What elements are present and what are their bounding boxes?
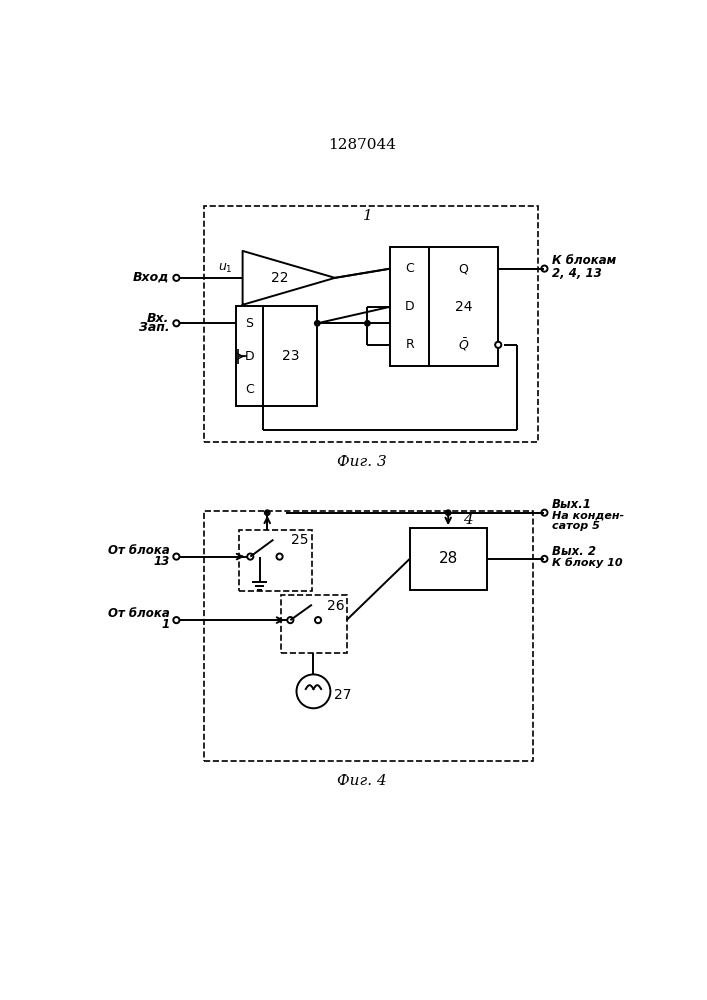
- Text: 25: 25: [291, 533, 308, 547]
- Circle shape: [287, 617, 293, 623]
- Text: 26: 26: [327, 599, 344, 613]
- Text: Вх.: Вх.: [147, 312, 170, 325]
- Text: 23: 23: [281, 349, 299, 363]
- Circle shape: [296, 674, 330, 708]
- Text: C: C: [405, 262, 414, 275]
- Text: 24: 24: [455, 300, 472, 314]
- Circle shape: [276, 554, 283, 560]
- Circle shape: [247, 554, 253, 560]
- Text: На конден-: На конден-: [552, 511, 624, 521]
- Text: $\bar{Q}$: $\bar{Q}$: [458, 337, 469, 353]
- Circle shape: [542, 266, 547, 272]
- Text: S: S: [245, 317, 254, 330]
- Circle shape: [315, 617, 321, 623]
- Text: R: R: [405, 338, 414, 351]
- Text: C: C: [245, 383, 254, 396]
- Text: 2, 4, 13: 2, 4, 13: [552, 267, 602, 280]
- Circle shape: [495, 342, 501, 348]
- Text: Вых. 2: Вых. 2: [552, 545, 596, 558]
- Bar: [390, 247, 498, 366]
- Text: Q: Q: [459, 262, 469, 275]
- Text: От блока: От блока: [107, 544, 170, 557]
- Circle shape: [173, 554, 180, 560]
- Text: Вход: Вход: [133, 271, 170, 284]
- Text: 1287044: 1287044: [328, 138, 396, 152]
- Circle shape: [173, 320, 180, 326]
- Circle shape: [365, 321, 370, 326]
- Circle shape: [445, 510, 451, 515]
- Bar: [281, 595, 346, 653]
- Circle shape: [264, 510, 270, 515]
- Text: Фиг. 3: Фиг. 3: [337, 455, 387, 469]
- Bar: [236, 306, 317, 406]
- Text: D: D: [245, 350, 255, 363]
- Circle shape: [542, 556, 547, 562]
- Text: 28: 28: [438, 551, 458, 566]
- Text: сатор 5: сатор 5: [552, 521, 600, 531]
- Bar: [409, 528, 486, 590]
- Text: Фиг. 4: Фиг. 4: [337, 774, 387, 788]
- Text: От блока: От блока: [107, 607, 170, 620]
- Text: 27: 27: [334, 688, 352, 702]
- Text: $u_1$: $u_1$: [218, 262, 232, 275]
- Circle shape: [542, 510, 547, 516]
- Text: К блокам: К блокам: [552, 254, 617, 267]
- Bar: [239, 530, 312, 591]
- Circle shape: [315, 321, 320, 326]
- Circle shape: [173, 275, 180, 281]
- Text: Вых.1: Вых.1: [552, 498, 592, 512]
- Circle shape: [173, 617, 180, 623]
- Polygon shape: [243, 251, 335, 305]
- Bar: [204, 511, 533, 761]
- Text: Зап.: Зап.: [139, 321, 170, 334]
- Text: 4: 4: [462, 513, 472, 527]
- Text: D: D: [405, 300, 414, 313]
- Text: 22: 22: [271, 271, 288, 285]
- Text: 1: 1: [161, 618, 170, 631]
- Bar: [204, 206, 538, 442]
- Text: 1: 1: [363, 209, 372, 223]
- Text: К блоку 10: К блоку 10: [552, 558, 623, 568]
- Text: 13: 13: [153, 555, 170, 568]
